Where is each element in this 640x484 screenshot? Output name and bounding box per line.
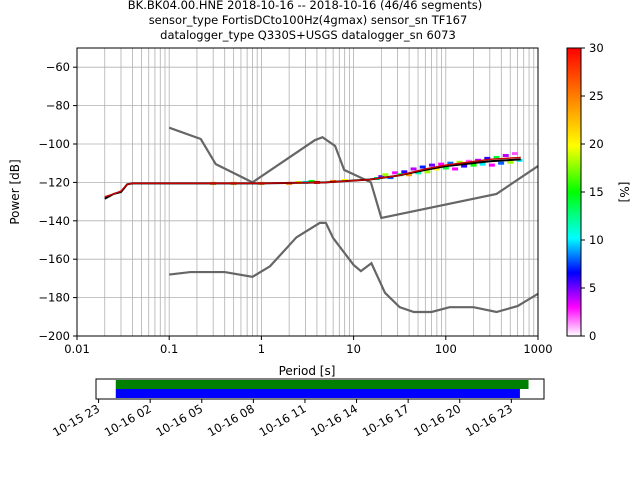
psd-trace-mode bbox=[104, 158, 521, 200]
colorbar-tick-label: 20 bbox=[589, 137, 604, 151]
timeline-bars bbox=[115, 380, 529, 398]
noise-model-nlnm bbox=[169, 221, 538, 314]
colorbar-tick-label: 15 bbox=[589, 185, 604, 199]
x-tick-label: 0.1 bbox=[160, 342, 178, 356]
probability-cell bbox=[382, 173, 389, 177]
y-tick-label: −200 bbox=[38, 329, 70, 343]
x-tick-label: 1000 bbox=[523, 342, 552, 356]
y-tick-label: −180 bbox=[38, 291, 70, 305]
psd-traces bbox=[104, 156, 521, 200]
probability-cell bbox=[378, 175, 385, 179]
timeline-bar-data-coverage bbox=[115, 380, 529, 389]
timeline-tick-label: 10-16 11 bbox=[257, 401, 309, 439]
y-tick-label: −120 bbox=[38, 175, 70, 189]
colorbar-tick-label: 30 bbox=[589, 41, 604, 55]
colorbar-ticks: 0 5 10 15 20 25 30 bbox=[581, 41, 604, 343]
y-tick-label: −160 bbox=[38, 252, 70, 266]
x-axis-label: Period [s] bbox=[279, 364, 336, 378]
probability-cell bbox=[433, 167, 440, 171]
colorbar: 0 5 10 15 20 25 30 [%] bbox=[566, 41, 631, 343]
timeline-tick-label: 10-16 14 bbox=[308, 401, 360, 439]
x-axis-ticks: 0.01 0.1 1 10 100 1000 bbox=[64, 336, 553, 356]
probability-cell bbox=[507, 160, 514, 164]
y-tick-label: −80 bbox=[46, 99, 70, 113]
colorbar-gradient bbox=[566, 47, 582, 337]
psd-plot-area: 0.01 0.1 1 10 100 1000 −200 −180 −160 −140 −120 −1… bbox=[8, 47, 553, 378]
probability-cell bbox=[405, 173, 412, 177]
timeline-tick-label: 10-16 23 bbox=[463, 401, 515, 439]
x-tick-label: 100 bbox=[435, 342, 457, 356]
probability-cell bbox=[461, 164, 468, 168]
probability-cell bbox=[484, 156, 491, 160]
probability-cell bbox=[493, 155, 500, 159]
colorbar-tick-label: 25 bbox=[589, 89, 604, 103]
noise-model-curves bbox=[168, 126, 538, 314]
probability-cell bbox=[424, 170, 431, 174]
timeline-tick-label: 10-16 05 bbox=[153, 401, 205, 439]
plot-frame bbox=[76, 47, 539, 337]
timeline-tick-label: 10-16 17 bbox=[360, 401, 412, 439]
y-axis-label: Power [dB] bbox=[8, 159, 22, 224]
x-tick-label: 0.01 bbox=[64, 342, 90, 356]
y-tick-label: −100 bbox=[38, 137, 70, 151]
probability-cell bbox=[419, 165, 426, 169]
probability-cell bbox=[410, 167, 417, 171]
colorbar-tick-label: 10 bbox=[589, 233, 604, 247]
timeline-tick-label: 10-16 20 bbox=[411, 401, 463, 439]
timeline-ticks: 10-15 23 10-16 02 10-16 05 10-16 08 10-16 11… bbox=[50, 399, 515, 439]
probability-cell bbox=[502, 154, 509, 158]
colorbar-tick-label: 0 bbox=[589, 329, 596, 343]
probability-cell bbox=[442, 166, 449, 170]
colorbar-label: [%] bbox=[617, 182, 631, 203]
timeline-tick-label: 10-16 02 bbox=[102, 401, 154, 439]
probability-cell bbox=[447, 161, 454, 165]
title-line-2: sensor_type FortisDCto100Hz(4gmax) senso… bbox=[149, 13, 468, 27]
timeline-frame bbox=[95, 378, 545, 400]
probability-cell bbox=[438, 162, 445, 166]
probability-cell bbox=[465, 159, 472, 163]
x-tick-label: 10 bbox=[346, 342, 361, 356]
timeline-bar-psd-segments bbox=[115, 389, 520, 398]
probability-cell bbox=[498, 161, 505, 165]
grid-lines bbox=[77, 48, 538, 336]
y-tick-label: −140 bbox=[38, 214, 70, 228]
probability-cell bbox=[308, 179, 315, 183]
probability-cell bbox=[415, 171, 422, 175]
probability-cell bbox=[392, 171, 399, 175]
probability-cell bbox=[401, 170, 408, 174]
noise-model-nhnm bbox=[168, 126, 538, 220]
probability-cell bbox=[511, 152, 518, 156]
probability-cell bbox=[470, 163, 477, 167]
y-axis-ticks: −200 −180 −160 −140 −120 −100 −80 −60 bbox=[38, 60, 77, 343]
probability-cell bbox=[452, 167, 459, 171]
probability-cell bbox=[428, 163, 435, 167]
x-tick-label: 1 bbox=[258, 342, 265, 356]
title-line-3: datalogger_type Q330S+USGS datalogger_sn… bbox=[160, 28, 456, 42]
probability-cell bbox=[456, 160, 463, 164]
psd-trace-ridge-red bbox=[104, 156, 521, 198]
timeline-tick-label: 10-15 23 bbox=[50, 401, 102, 439]
y-tick-label: −60 bbox=[46, 60, 70, 74]
title-line-1: BK.BK04.00.HNE 2018-10-16 -- 2018-10-16 … bbox=[128, 0, 482, 12]
figure-title: BK.BK04.00.HNE 2018-10-16 -- 2018-10-16 … bbox=[128, 0, 482, 42]
timeline-panel: 10-15 23 10-16 02 10-16 05 10-16 08 10-16 11… bbox=[50, 378, 545, 439]
probability-cell bbox=[479, 162, 486, 166]
probability-cell bbox=[488, 163, 495, 167]
colorbar-tick-label: 5 bbox=[589, 281, 596, 295]
timeline-tick-label: 10-16 08 bbox=[205, 401, 257, 439]
